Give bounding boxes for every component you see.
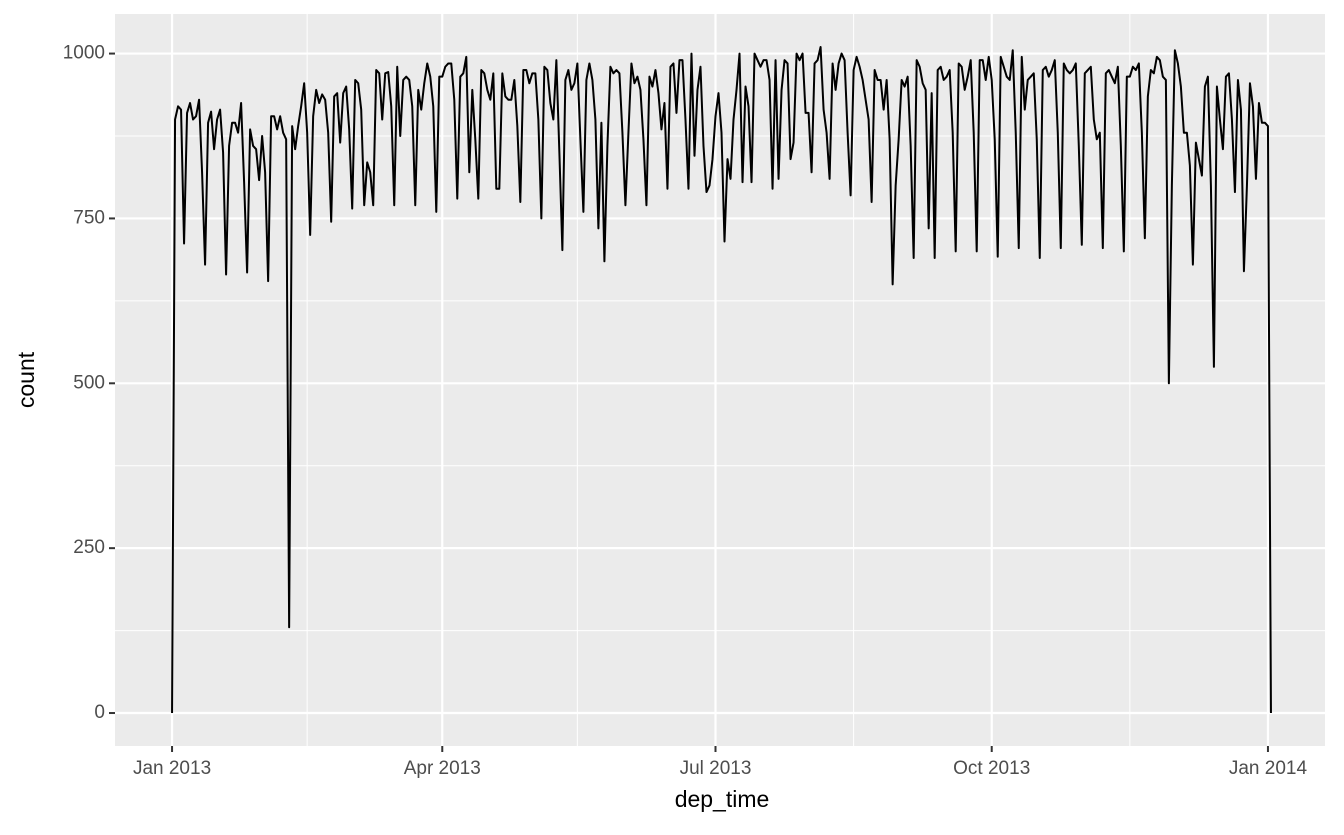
x-tick-label: Oct 2013 <box>953 758 1030 779</box>
x-tick-label: Jan 2014 <box>1229 758 1308 779</box>
y-tick-label: 500 <box>73 372 105 393</box>
y-axis-title: count <box>13 351 39 408</box>
x-tick-label: Apr 2013 <box>404 758 481 779</box>
x-tick-label: Jul 2013 <box>680 758 752 779</box>
x-tick-label: Jan 2013 <box>133 758 211 779</box>
y-tick-label: 0 <box>94 702 105 723</box>
y-tick-label: 250 <box>73 537 105 558</box>
data-line <box>171 45 1272 714</box>
x-axis-title: dep_time <box>675 786 770 812</box>
y-tick-label: 1000 <box>63 43 105 64</box>
grid <box>115 14 1325 746</box>
y-tick-label: 750 <box>73 207 105 228</box>
plot <box>171 45 1272 714</box>
